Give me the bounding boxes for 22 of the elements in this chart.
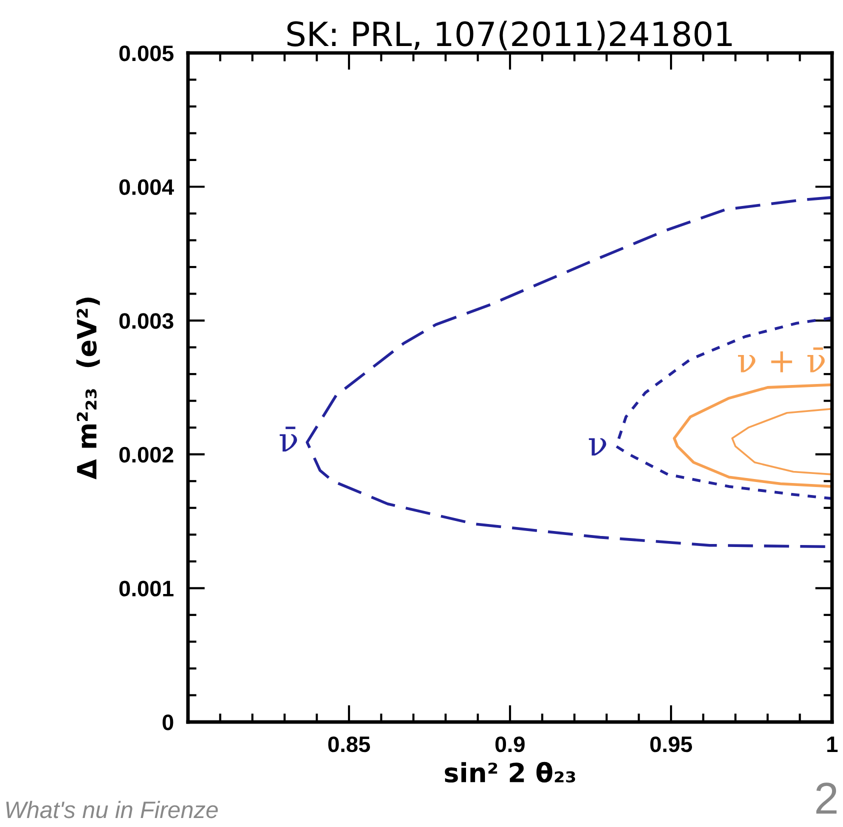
line-series <box>731 408 832 476</box>
y-tick-label: 0.003 <box>119 313 174 329</box>
line-series <box>306 196 832 548</box>
text: What's nu in Firenze <box>6 800 218 818</box>
x-tick-label: 0.9 <box>495 736 525 752</box>
line-series <box>672 383 832 488</box>
y-tick-label: 0.002 <box>119 446 174 463</box>
y-tick-label: 0 <box>162 714 174 730</box>
series-label: ν <box>588 438 606 456</box>
y-tick-label: 0.005 <box>119 45 174 62</box>
x-tick-label: 0.85 <box>328 736 370 752</box>
x-tick-label: 0.95 <box>650 736 692 752</box>
y-tick-label: 0.004 <box>119 179 174 196</box>
chart-title: SK: PRL, 107(2011)241801 <box>287 20 732 50</box>
y-axis-title: Δ m²₂₃ (eV²) <box>76 298 100 480</box>
series-label: ν̄ <box>280 426 298 452</box>
series-label: ν + ν̄ <box>738 347 825 372</box>
y-tick-label: 0.001 <box>119 580 174 596</box>
text: 2 <box>816 782 837 814</box>
x-tick-label: 1 <box>827 736 838 752</box>
x-axis-title: sin² 2 θ₂₃ <box>444 762 576 783</box>
line-series <box>614 316 832 500</box>
